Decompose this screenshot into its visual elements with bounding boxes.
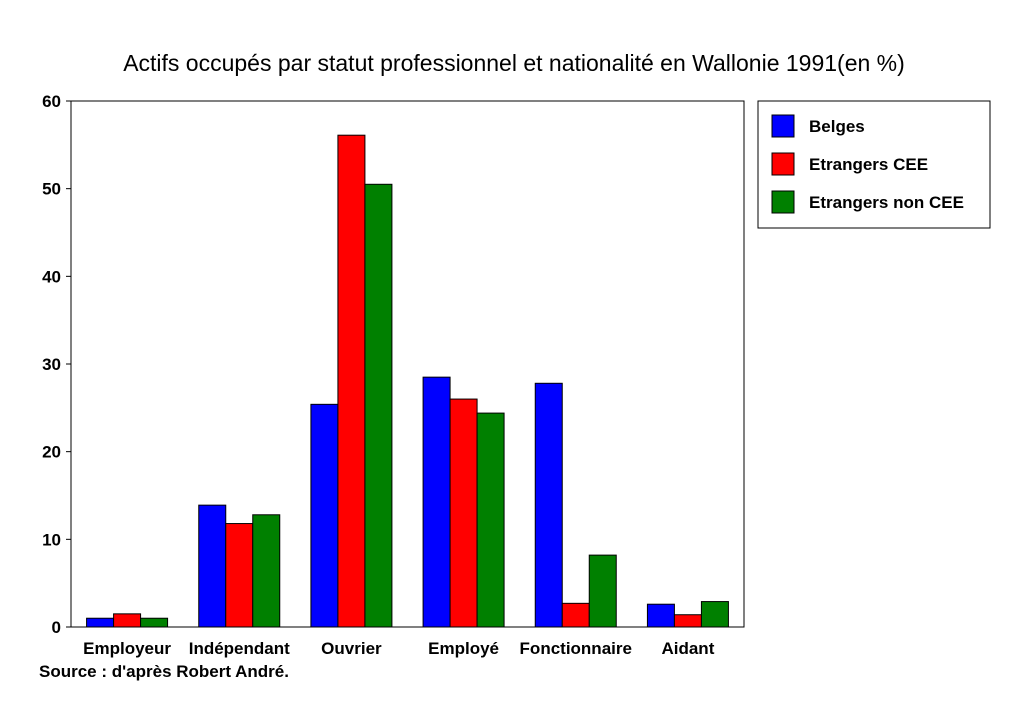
- legend-box: [757, 100, 991, 229]
- bar-4-0: [534, 382, 563, 628]
- y-tick-label: 30: [42, 355, 61, 374]
- x-tick-label: Fonctionnaire: [520, 639, 632, 658]
- legend: Belges Etrangers CEE Etrangers non CEE: [771, 114, 964, 214]
- bar-1-1: [225, 523, 254, 628]
- bars-group: [86, 134, 729, 628]
- x-tick-label: Indépendant: [189, 639, 290, 658]
- x-tick-label: Ouvrier: [321, 639, 382, 658]
- legend-swatch: [771, 190, 795, 214]
- bar-0-2: [140, 617, 169, 628]
- bar-3-1: [449, 398, 478, 628]
- bar-2-2: [364, 183, 393, 628]
- bar-0-0: [86, 617, 115, 628]
- y-tick-label: 60: [42, 92, 61, 111]
- bar-1-0: [198, 504, 227, 628]
- y-tick-label: 10: [42, 530, 61, 549]
- x-axis: Employeur Indépendant Ouvrier Employé Foncti…: [83, 639, 715, 658]
- legend-label: Belges: [809, 117, 865, 136]
- bar-0-1: [113, 613, 142, 628]
- legend-label: Etrangers CEE: [809, 155, 928, 174]
- x-tick-label: Employé: [428, 639, 499, 658]
- bar-5-1: [673, 614, 702, 628]
- legend-swatch: [771, 114, 795, 138]
- y-axis: 0 10 20 30 40 50 60: [42, 92, 71, 637]
- bar-3-0: [422, 376, 451, 628]
- bar-5-2: [700, 601, 729, 628]
- bar-4-2: [588, 554, 617, 628]
- x-tick-label: Aidant: [661, 639, 714, 658]
- bar-1-2: [252, 514, 281, 628]
- source-note: Source : d'après Robert André.: [39, 662, 289, 681]
- bar-4-1: [561, 602, 590, 628]
- chart-title: Actifs occupés par statut professionnel …: [123, 50, 905, 76]
- y-tick-label: 20: [42, 443, 61, 462]
- y-tick-label: 40: [42, 267, 61, 286]
- plot-area: [70, 100, 745, 628]
- y-tick-label: 0: [52, 618, 61, 637]
- x-tick-label: Employeur: [83, 639, 171, 658]
- legend-swatch: [771, 152, 795, 176]
- bar-5-0: [646, 603, 675, 628]
- y-tick-label: 50: [42, 180, 61, 199]
- bar-2-1: [337, 134, 366, 628]
- bar-3-2: [476, 412, 505, 628]
- legend-label: Etrangers non CEE: [809, 193, 964, 212]
- bar-2-0: [310, 403, 339, 628]
